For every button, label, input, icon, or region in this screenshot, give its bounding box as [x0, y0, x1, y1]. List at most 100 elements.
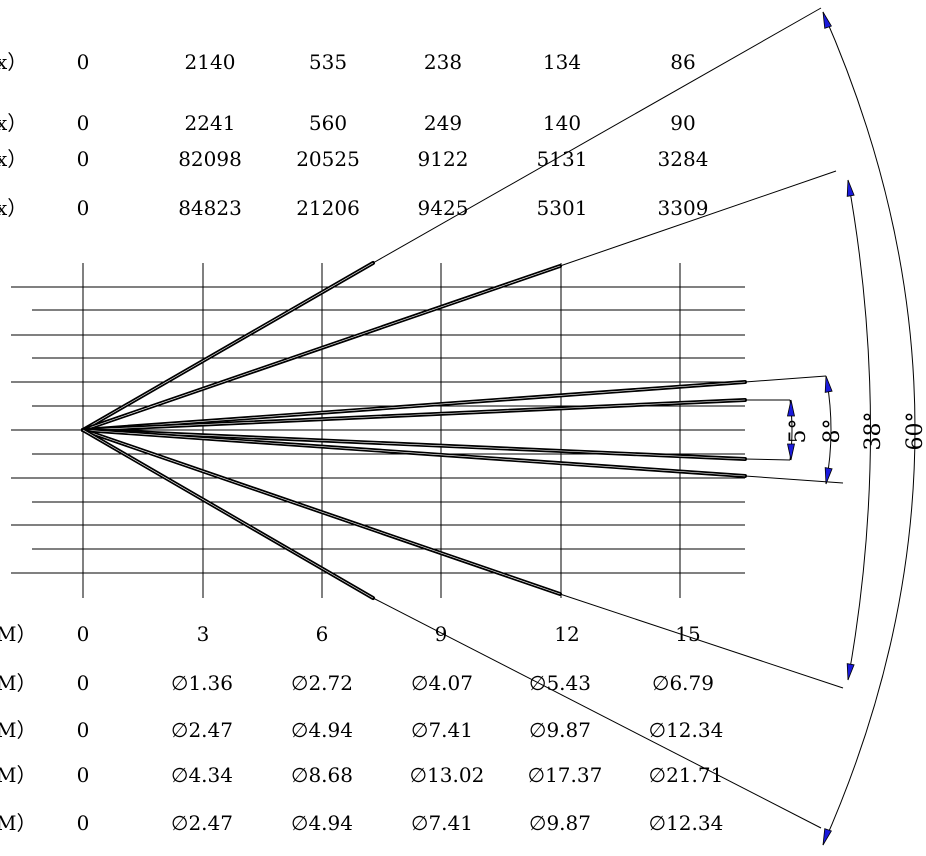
table-cell: 12 [554, 622, 579, 646]
table-cell: 2241 [185, 111, 236, 135]
table-cell: 140 [543, 111, 581, 135]
beam-rays [81, 261, 747, 600]
table-cell: 6 [316, 622, 329, 646]
row-unit-label: x） [0, 111, 27, 135]
angle-label-5: 5° [786, 419, 811, 444]
table-cell: 21206 [296, 196, 360, 220]
table-cell: ∅4.07 [411, 671, 473, 695]
table-cell: 249 [424, 111, 462, 135]
table-cell: 84823 [178, 196, 242, 220]
extension-line [559, 593, 844, 689]
table-cell: ∅7.41 [411, 811, 473, 835]
angle-labels: 5° 8° 38° 60° [786, 412, 926, 451]
table-cell: ∅12.34 [649, 811, 724, 835]
table-cell: 3309 [658, 196, 709, 220]
dimension-arrowhead [846, 179, 855, 197]
dimension-arrowhead [822, 828, 832, 846]
table-cell: 0 [77, 671, 90, 695]
row-unit-label: M） [0, 811, 36, 835]
table-cell: 134 [543, 50, 581, 74]
extension-line [744, 458, 791, 461]
row-unit-label: x） [0, 50, 27, 74]
beam-ray-inner [82, 381, 746, 431]
table-cell: ∅8.68 [291, 763, 353, 787]
table-cell: 238 [424, 50, 462, 74]
table-cell: ∅4.94 [291, 718, 353, 742]
table-cell: 0 [77, 622, 90, 646]
table-cell: ∅4.94 [291, 811, 353, 835]
diameter-row: M） 0 ∅2.47 ∅4.94 ∅7.41 ∅9.87 ∅12.34 [0, 811, 723, 835]
extension-line [372, 597, 822, 829]
row-unit-label: x） [0, 196, 27, 220]
beam-ray-inner [82, 262, 374, 431]
table-cell: 5131 [537, 147, 588, 171]
diameter-row: M） 0 ∅2.47 ∅4.94 ∅7.41 ∅9.87 ∅12.34 [0, 718, 723, 742]
table-cell: ∅17.37 [528, 763, 603, 787]
extension-line [372, 7, 822, 264]
table-cell: 0 [77, 811, 90, 835]
table-cell: 535 [309, 50, 347, 74]
table-cell: 20525 [296, 147, 360, 171]
extension-line [559, 170, 837, 267]
angle-dimension-arcs [372, 7, 916, 846]
table-cell: 0 [77, 196, 90, 220]
table-cell: 2140 [185, 50, 236, 74]
beam-ray-inner [82, 429, 746, 477]
table-cell: ∅6.79 [652, 671, 714, 695]
dimension-arrowhead [824, 467, 833, 485]
row-unit-label: M） [0, 763, 36, 787]
diameter-table: M） 0 ∅1.36 ∅2.72 ∅4.07 ∅5.43 ∅6.79 M） 0 … [0, 671, 723, 835]
table-cell: ∅5.43 [529, 671, 591, 695]
distance-row: M） 0 3 6 9 12 15 [0, 622, 701, 646]
table-cell: 0 [77, 111, 90, 135]
table-cell: ∅21.71 [649, 763, 724, 787]
table-cell: ∅9.87 [529, 718, 591, 742]
table-cell: ∅2.47 [171, 718, 233, 742]
table-cell: 9122 [418, 147, 469, 171]
illuminance-row: x） 0 84823 21206 9425 5301 3309 [0, 196, 708, 220]
row-unit-label: M） [0, 671, 36, 695]
table-cell: 5301 [537, 196, 588, 220]
table-cell: ∅2.47 [171, 811, 233, 835]
arc-60-deg [822, 11, 916, 846]
angle-label-60: 60° [903, 412, 926, 451]
table-cell: 9425 [418, 196, 469, 220]
table-cell: 15 [675, 622, 700, 646]
dimension-arrowhead [822, 11, 832, 29]
table-cell: 86 [670, 50, 695, 74]
table-cell: 9 [435, 622, 448, 646]
beam-ray-inner [82, 429, 746, 460]
row-unit-label: M） [0, 718, 36, 742]
table-cell: 560 [309, 111, 347, 135]
table-cell: ∅2.72 [291, 671, 353, 695]
diameter-row: M） 0 ∅1.36 ∅2.72 ∅4.07 ∅5.43 ∅6.79 [0, 671, 714, 695]
table-cell: 90 [670, 111, 695, 135]
extension-line [744, 375, 827, 383]
illuminance-row: x） 0 2140 535 238 134 86 [0, 50, 696, 74]
angle-label-38: 38° [861, 412, 886, 451]
illuminance-row: x） 0 2241 560 249 140 90 [0, 111, 696, 135]
table-cell: ∅4.34 [171, 763, 233, 787]
table-cell: ∅12.34 [649, 718, 724, 742]
angle-label-8: 8° [820, 419, 845, 444]
table-cell: 3 [197, 622, 210, 646]
dimension-arrowhead [787, 443, 795, 461]
table-cell: 82098 [178, 147, 242, 171]
table-cell: ∅1.36 [171, 671, 233, 695]
table-cell: ∅13.02 [410, 763, 485, 787]
illuminance-row: x） 0 82098 20525 9122 5131 3284 [0, 147, 708, 171]
dimension-arrowhead [824, 375, 833, 393]
beam-ray-inner [82, 429, 561, 595]
table-cell: ∅9.87 [529, 811, 591, 835]
row-unit-label: M） [0, 622, 36, 646]
row-unit-label: x） [0, 147, 27, 171]
beam-ray-inner [82, 265, 561, 431]
beam-ray-inner [82, 399, 746, 431]
arc-38-deg [847, 179, 871, 681]
dimension-arrowhead [787, 399, 795, 417]
table-cell: 3284 [658, 147, 709, 171]
table-cell: 0 [77, 147, 90, 171]
table-cell: ∅7.41 [411, 718, 473, 742]
table-cell: 0 [77, 718, 90, 742]
